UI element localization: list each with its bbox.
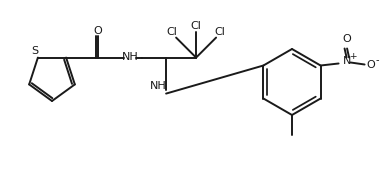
- Text: N: N: [343, 56, 351, 66]
- Text: NH: NH: [150, 81, 167, 91]
- Text: -: -: [376, 56, 379, 66]
- Text: Cl: Cl: [215, 27, 226, 37]
- Text: O: O: [94, 26, 102, 36]
- Text: NH: NH: [122, 52, 138, 62]
- Text: +: +: [349, 52, 356, 61]
- Text: O: O: [366, 60, 375, 70]
- Text: Cl: Cl: [191, 21, 201, 31]
- Text: S: S: [31, 46, 38, 56]
- Text: Cl: Cl: [167, 27, 178, 37]
- Text: O: O: [342, 33, 351, 43]
